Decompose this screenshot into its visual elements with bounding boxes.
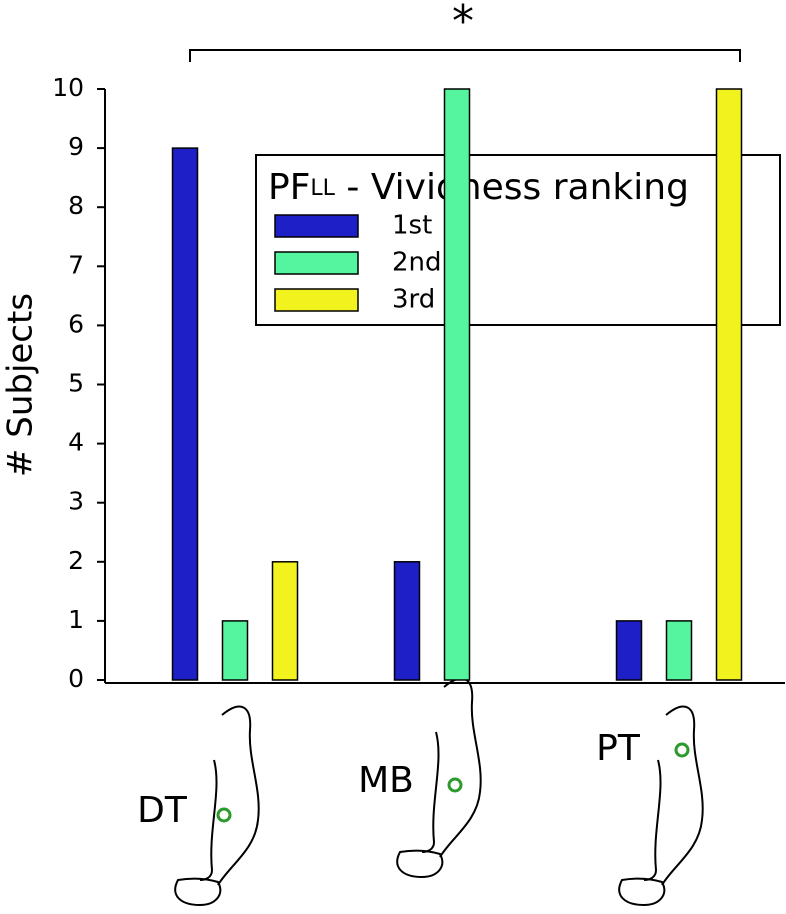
legend-swatch <box>274 251 359 275</box>
x-tick-label: DT <box>137 790 188 831</box>
y-tick-label: 1 <box>68 605 84 634</box>
y-tick-label: 3 <box>68 487 84 516</box>
y-tick-label: 4 <box>68 428 84 457</box>
legend-title-main: PF <box>268 167 310 208</box>
legend: PFLL - Vividness ranking <box>255 154 781 326</box>
y-tick-label: 6 <box>68 309 84 338</box>
legend-title-rest: - Vividness ranking <box>335 167 689 208</box>
bar <box>443 88 471 681</box>
legend-swatch <box>274 288 359 312</box>
legend-label: 1st <box>392 211 432 241</box>
y-tick-label: 0 <box>68 664 84 693</box>
legend-title: PFLL - Vividness ranking <box>268 167 689 208</box>
x-tick-label: PT <box>596 728 641 769</box>
arm-drawings <box>174 677 704 907</box>
bar <box>665 620 693 681</box>
bar <box>171 147 199 681</box>
legend-label: 2nd <box>392 248 442 278</box>
y-axis-label: # Subjects <box>1 293 41 477</box>
bar <box>393 561 421 681</box>
bar <box>271 561 299 681</box>
y-tick-label: 2 <box>68 546 84 575</box>
legend-box <box>255 154 781 326</box>
bar <box>615 620 643 681</box>
y-tick-label: 7 <box>68 250 84 279</box>
y-tick-label: 5 <box>68 369 84 398</box>
x-tick-label: MB <box>358 760 414 801</box>
annotation: * <box>452 0 474 47</box>
legend-swatch <box>274 214 359 238</box>
y-tick-label: 10 <box>52 73 84 102</box>
legend-label: 3rd <box>392 285 435 315</box>
bar <box>221 620 249 681</box>
y-tick-label: 8 <box>68 191 84 220</box>
significance-bracket <box>189 49 741 62</box>
legend-title-sub: LL <box>310 176 335 201</box>
y-tick-label: 9 <box>68 132 84 161</box>
bar <box>715 88 743 681</box>
